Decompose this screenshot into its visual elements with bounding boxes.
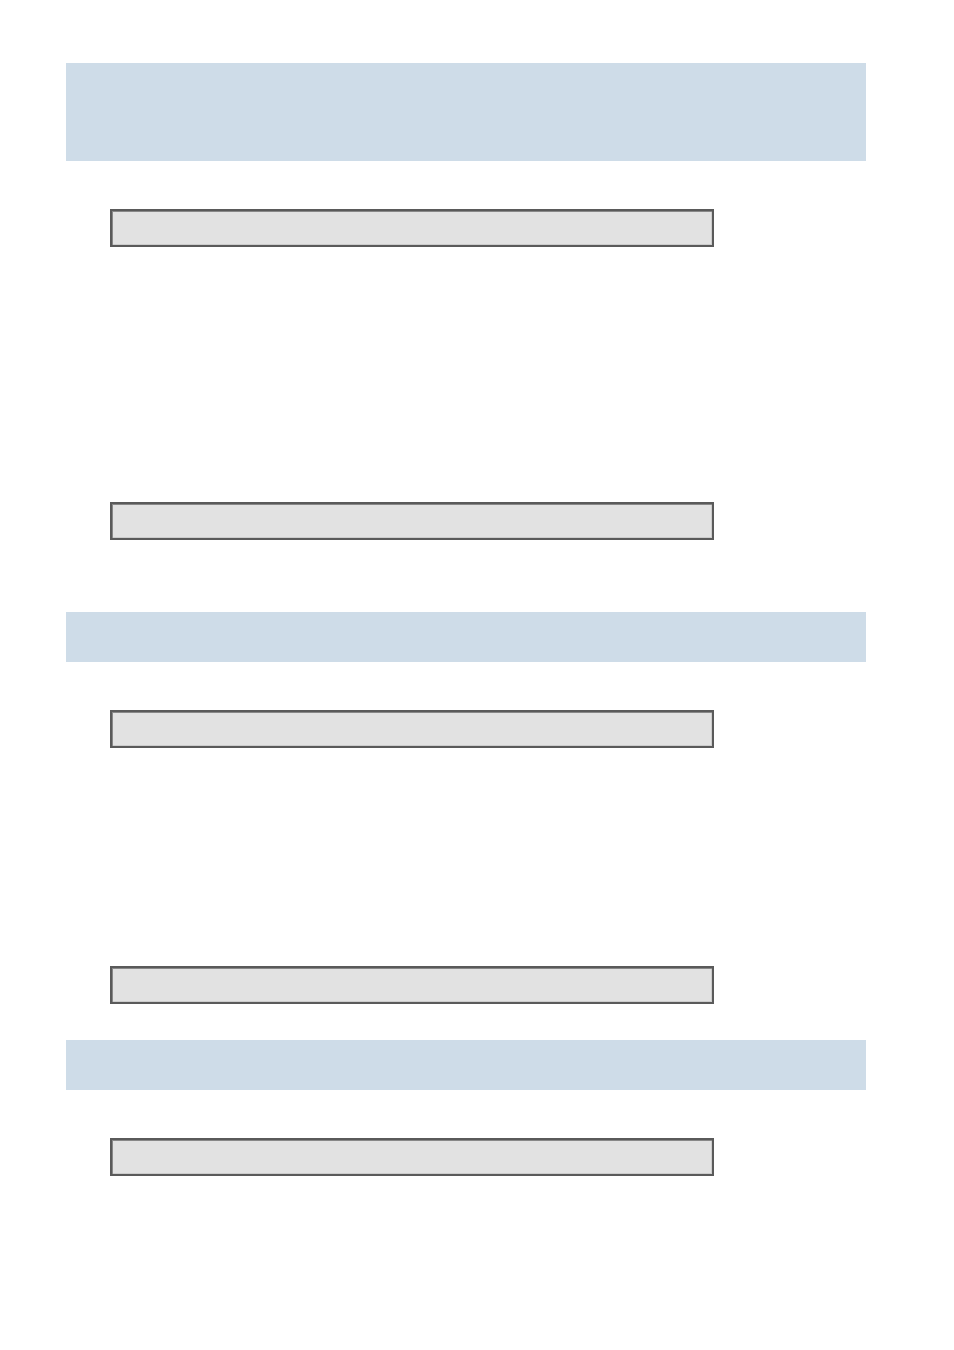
input-field-1[interactable] xyxy=(110,209,714,247)
section-header-1 xyxy=(66,63,866,161)
input-field-3[interactable] xyxy=(110,710,714,748)
input-field-5[interactable] xyxy=(110,1138,714,1176)
input-field-4[interactable] xyxy=(110,966,714,1004)
section-header-2 xyxy=(66,612,866,662)
section-header-3 xyxy=(66,1040,866,1090)
input-field-2[interactable] xyxy=(110,502,714,540)
